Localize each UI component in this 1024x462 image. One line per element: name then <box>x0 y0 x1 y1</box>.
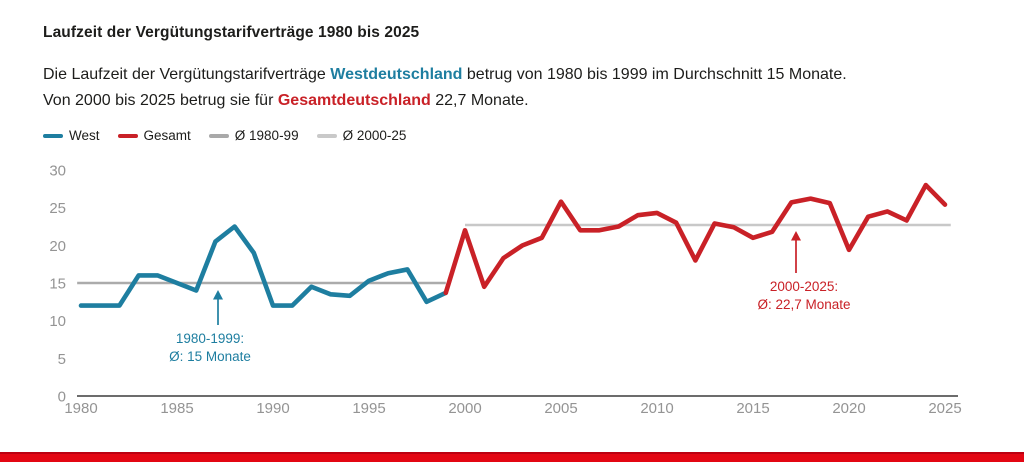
y-axis-label: 0 <box>58 389 66 406</box>
y-axis-label: 30 <box>49 163 66 180</box>
series-line-west <box>78 224 449 308</box>
annotation-west-line2: Ø: 15 Monate <box>169 348 251 364</box>
legend-swatch-west <box>43 133 63 138</box>
subtitle-text: Die Laufzeit der Vergütungstarifverträge <box>43 66 331 83</box>
subtitle-highlight-gesamt: Gesamtdeutschland <box>277 92 431 109</box>
y-axis-label: 5 <box>58 351 66 368</box>
chart-area: 0 5 10 15 20 25 30 1980 1985 1990 1995 2000 2005 2010… <box>0 155 1024 425</box>
x-axis-label: 1985 <box>160 400 193 417</box>
chart-legend: West Gesamt Ø 1980-99 Ø 2000-25 <box>43 128 406 143</box>
legend-item-gesamt: Gesamt <box>117 128 191 143</box>
footer-accent-bar <box>0 452 1024 462</box>
x-axis-label: 1980 <box>64 400 97 417</box>
annotation-west-line1: 1980-1999: <box>175 331 245 346</box>
series-line-gesamt <box>443 182 948 296</box>
legend-item-avg-1980-99: Ø 1980-99 <box>208 128 299 143</box>
x-axis-label: 2005 <box>544 400 577 417</box>
legend-label-avg-1980-99: Ø 1980-99 <box>234 128 299 143</box>
x-axis-label: 1995 <box>352 400 385 417</box>
annotation-gesamt-line1: 2000-2025: <box>769 279 839 294</box>
x-axis-label: 1990 <box>256 400 289 417</box>
legend-swatch-avg-1980-99 <box>208 133 229 138</box>
subtitle-highlight-west: Westdeutschland <box>330 66 463 83</box>
legend-item-avg-2000-25: Ø 2000-25 <box>316 128 407 143</box>
x-axis-label: 2010 <box>640 400 673 417</box>
legend-item-west: West <box>43 128 100 143</box>
x-axis-label: 2025 <box>928 400 961 417</box>
legend-swatch-gesamt <box>117 133 138 138</box>
x-axis-label: 2000 <box>448 400 481 417</box>
chart-description: Die Laufzeit der Vergütungstarifverträge… <box>43 62 847 114</box>
legend-label-avg-2000-25: Ø 2000-25 <box>342 128 407 143</box>
x-axis-label: 2015 <box>736 400 769 417</box>
annotation-gesamt-average: 2000-2025: Ø: 22,7 Monate <box>757 278 850 313</box>
page-title: Laufzeit der Vergütungstarifverträge 198… <box>43 24 420 41</box>
legend-swatch-avg-2000-25 <box>316 133 337 138</box>
subtitle-text: betrug von 1980 bis 1999 im Durchschnitt… <box>462 66 847 83</box>
arrow-gesamt-average-head <box>791 231 801 241</box>
legend-label-west: West <box>69 128 100 143</box>
y-axis-label: 20 <box>49 238 66 255</box>
x-axis-label: 2020 <box>832 400 865 417</box>
description-line-2: Von 2000 bis 2025 betrug sie für Gesamtd… <box>43 88 847 114</box>
annotation-gesamt-line2: Ø: 22,7 Monate <box>757 296 851 312</box>
y-axis-label: 10 <box>49 313 66 330</box>
y-axis-label: 25 <box>49 200 66 217</box>
arrow-west-average-head <box>213 290 223 300</box>
annotation-west-average: 1980-1999: Ø: 15 Monate <box>169 330 251 365</box>
subtitle-text: Von 2000 bis 2025 betrug sie für <box>43 92 278 109</box>
y-axis-label: 15 <box>49 276 66 293</box>
legend-label-gesamt: Gesamt <box>143 128 191 143</box>
subtitle-text: 22,7 Monate. <box>430 92 529 109</box>
description-line-1: Die Laufzeit der Vergütungstarifverträge… <box>43 62 847 88</box>
